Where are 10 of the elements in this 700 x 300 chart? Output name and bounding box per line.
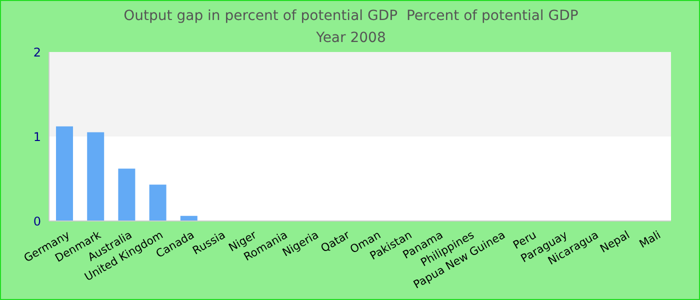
y-tick-label: 0 xyxy=(33,214,41,228)
bar xyxy=(118,168,136,221)
chart-title: Output gap in percent of potential GDP Percent of potential GDP xyxy=(122,7,580,26)
y-tick-label: 2 xyxy=(33,45,41,60)
chart-subtitle: Year 2008 xyxy=(316,30,386,46)
bar xyxy=(149,184,166,221)
bar xyxy=(56,126,73,221)
y-tick-label: 1 xyxy=(33,130,41,144)
x-tick-label: Mali xyxy=(637,228,663,251)
bar xyxy=(87,132,104,221)
